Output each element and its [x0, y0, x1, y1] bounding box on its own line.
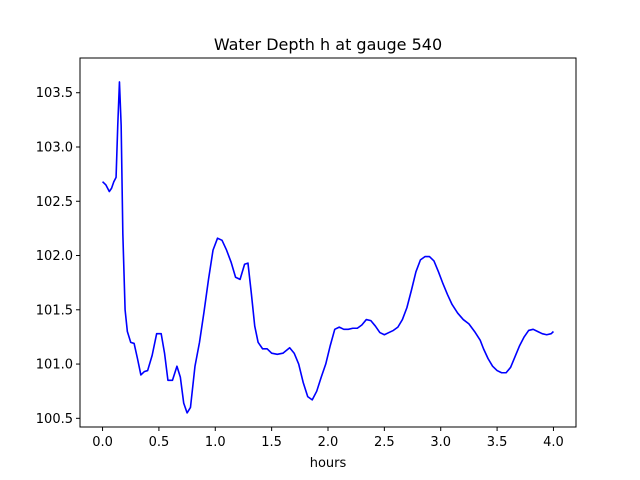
- x-tick-label: 0.0: [92, 435, 113, 450]
- y-tick-label: 100.5: [36, 412, 73, 427]
- y-tick-label: 103.0: [36, 140, 73, 155]
- x-tick-label: 4.0: [543, 435, 564, 450]
- y-tick-label: 102.0: [36, 249, 73, 264]
- x-axis-label: hours: [310, 456, 347, 471]
- plot-area: 0.0 0.5 1.0 1.5 2.0 2.5 3.0 3.5 4.0 100.5 101.0 101…: [36, 57, 577, 450]
- x-tick-label: 3.5: [487, 435, 508, 450]
- y-tick-label: 101.5: [36, 303, 73, 318]
- x-tick-label: 0.5: [149, 435, 170, 450]
- y-tick-label: 103.5: [36, 86, 73, 101]
- y-tick-label: 102.5: [36, 195, 73, 210]
- y-tick-label: 101.0: [36, 358, 73, 373]
- chart-title: Water Depth h at gauge 540: [214, 35, 442, 54]
- x-tick-label: 3.0: [430, 435, 451, 450]
- x-tick-label: 2.5: [374, 435, 395, 450]
- x-tick-label: 1.5: [261, 435, 282, 450]
- series-line-0: [101, 81, 555, 414]
- x-tick-label: 1.0: [205, 435, 226, 450]
- x-tick-label: 2.0: [318, 435, 339, 450]
